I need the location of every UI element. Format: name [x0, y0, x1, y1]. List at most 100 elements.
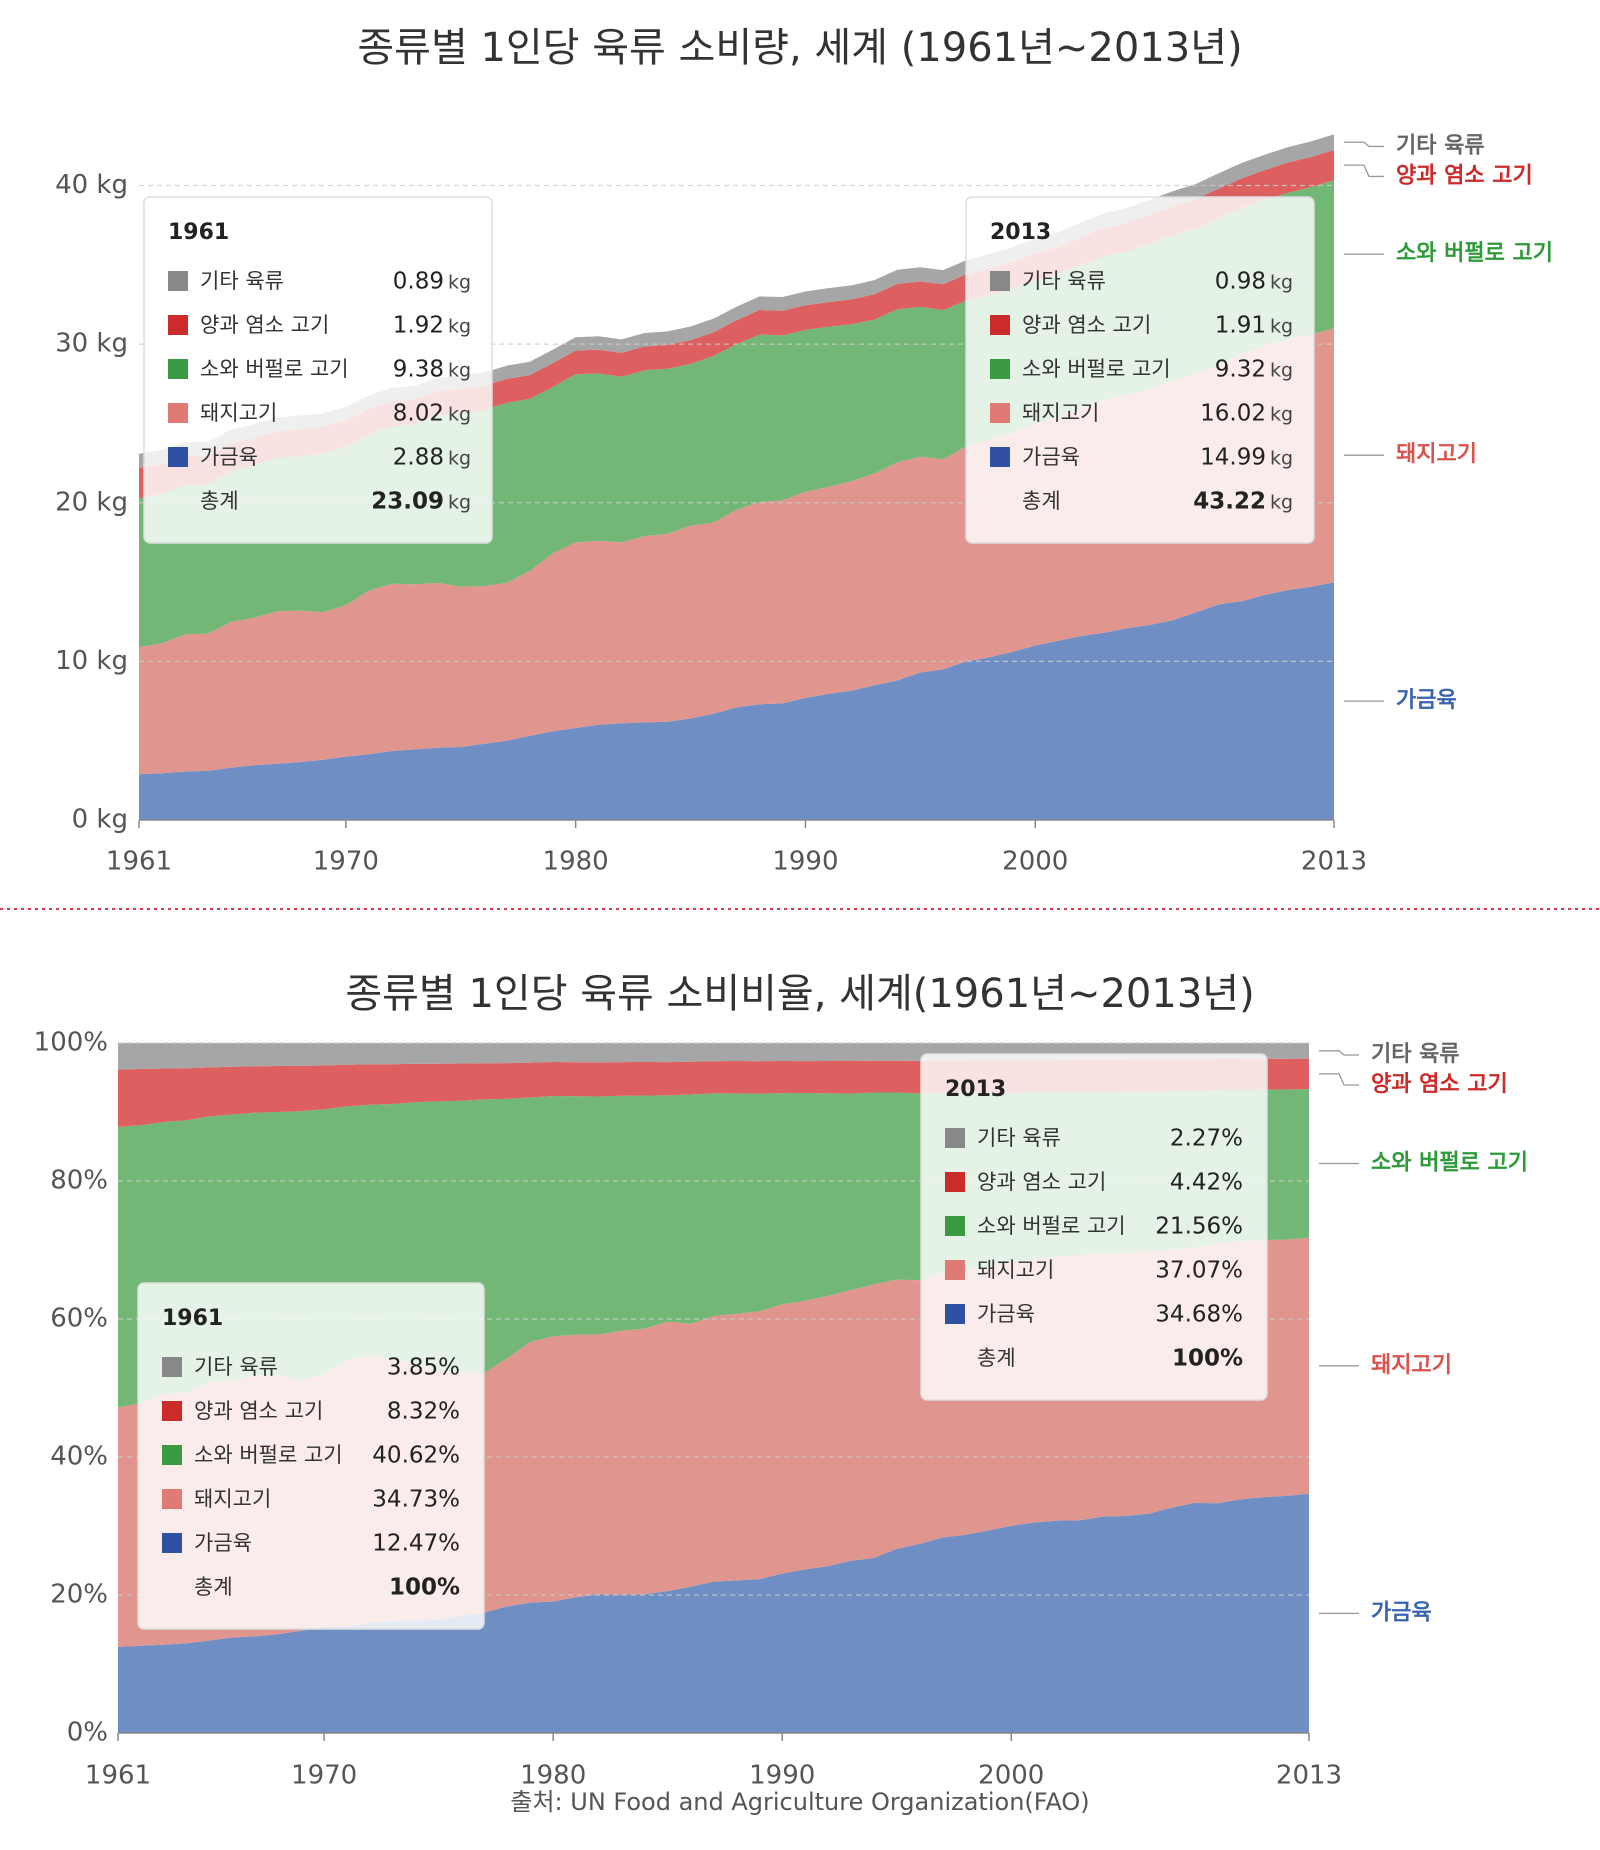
leader-line [1344, 164, 1384, 178]
legend-swatch-pig [162, 1489, 182, 1509]
series-label-other: 기타 육류 [1396, 133, 1485, 158]
area-other [118, 1043, 1309, 1070]
legend-label: 기타 육류 [194, 1355, 278, 1379]
legend-label: 소와 버펄로 고기 [977, 1214, 1126, 1238]
legend-value: 12.47% [372, 1531, 460, 1557]
legend-unit: kg [1270, 272, 1293, 294]
legend-unit: kg [448, 272, 471, 294]
summary-box-panel [143, 196, 493, 544]
total-unit: kg [448, 492, 471, 514]
legend-label: 돼지고기 [977, 1258, 1054, 1282]
leader-line [1319, 1073, 1359, 1086]
x-tick-label: 1961 [85, 1761, 151, 1791]
legend-swatch-poultry [945, 1304, 965, 1324]
legend-label: 가금육 [977, 1302, 1035, 1326]
legend-swatch-cattle [168, 359, 188, 379]
chart-title: 종류별 1인당 육류 소비량, 세계 (1961년~2013년) [357, 25, 1242, 71]
summary-box-year: 2013 [945, 1077, 1006, 1102]
summary-box-year: 1961 [162, 1306, 223, 1331]
total-label: 총계 [1022, 489, 1061, 513]
total-label: 총계 [194, 1575, 233, 1599]
y-tick-label: 40% [50, 1442, 108, 1472]
total-value: 100% [389, 1575, 460, 1601]
legend-value: 40.62% [372, 1443, 460, 1469]
y-tick-label: 0% [67, 1718, 108, 1748]
chart-title: 종류별 1인당 육류 소비비율, 세계(1961년~2013년) [345, 971, 1254, 1017]
legend-swatch-sheep-goat [990, 315, 1010, 335]
x-tick-label: 1961 [106, 847, 172, 877]
series-label-pig: 돼지고기 [1396, 442, 1477, 467]
x-tick-label: 2013 [1276, 1761, 1342, 1791]
legend-value: 2.27% [1170, 1126, 1243, 1152]
y-tick-label: 0 kg [72, 805, 128, 835]
series-label-pig: 돼지고기 [1371, 1353, 1452, 1378]
leader-line [1319, 1050, 1359, 1056]
legend-swatch-other [168, 271, 188, 291]
series-label-poultry: 가금육 [1396, 688, 1457, 713]
legend-value: 9.32 [1215, 357, 1266, 383]
legend-unit: kg [448, 360, 471, 382]
legend-label: 가금육 [194, 1531, 252, 1555]
y-tick-label: 80% [50, 1166, 108, 1196]
total-label: 총계 [977, 1346, 1016, 1370]
series-label-poultry: 가금육 [1371, 1600, 1432, 1625]
area-poultry [118, 1493, 1309, 1733]
y-tick-label: 30 kg [55, 329, 128, 359]
summary-box-year: 1961 [168, 220, 229, 245]
y-tick-label: 20% [50, 1580, 108, 1610]
legend-value: 1.92 [393, 313, 444, 339]
y-tick-label: 20 kg [55, 487, 128, 517]
summary-box-panel [137, 1282, 485, 1630]
legend-label: 가금육 [200, 445, 258, 469]
y-tick-label: 10 kg [55, 646, 128, 676]
legend-swatch-poultry [990, 447, 1010, 467]
legend-value: 8.32% [387, 1399, 460, 1425]
x-tick-label: 1970 [291, 1761, 357, 1791]
legend-unit: kg [1270, 448, 1293, 470]
x-tick-label: 2000 [978, 1761, 1044, 1791]
legend-unit: kg [1270, 316, 1293, 338]
legend-label: 양과 염소 고기 [977, 1170, 1106, 1194]
legend-label: 돼지고기 [1022, 401, 1099, 425]
x-tick-label: 1990 [749, 1761, 815, 1791]
legend-swatch-poultry [162, 1533, 182, 1553]
legend-value: 16.02 [1200, 401, 1266, 427]
legend-swatch-poultry [168, 447, 188, 467]
x-tick-label: 1970 [313, 847, 379, 877]
legend-value: 4.42% [1170, 1170, 1243, 1196]
x-tick-label: 1990 [772, 847, 838, 877]
total-unit: kg [1270, 492, 1293, 514]
area-poultry [139, 582, 1334, 820]
legend-value: 2.88 [393, 445, 444, 471]
legend-value: 3.85% [387, 1355, 460, 1381]
legend-swatch-pig [945, 1260, 965, 1280]
summary-box-year: 2013 [990, 220, 1051, 245]
legend-label: 소와 버펄로 고기 [194, 1443, 343, 1467]
legend-value: 0.89 [393, 269, 444, 295]
legend-value: 0.98 [1215, 269, 1266, 295]
summary-box-2013: 2013 기타 육류 2.27% 양과 염소 고기 4.42% 소와 버펄로 고기 21.5… [920, 1053, 1268, 1401]
legend-swatch-other [945, 1128, 965, 1148]
series-label-sheep-goat: 양과 염소 고기 [1396, 163, 1533, 188]
series-label-other: 기타 육류 [1371, 1042, 1460, 1067]
legend-label: 양과 염소 고기 [200, 313, 329, 337]
legend-unit: kg [1270, 360, 1293, 382]
leader-line [1344, 141, 1384, 148]
legend-label: 소와 버펄로 고기 [200, 357, 349, 381]
series-label-sheep-goat: 양과 염소 고기 [1371, 1072, 1508, 1097]
legend-value: 14.99 [1200, 445, 1266, 471]
legend-value: 21.56% [1155, 1214, 1243, 1240]
legend-swatch-sheep-goat [168, 315, 188, 335]
x-tick-label: 1980 [543, 847, 609, 877]
legend-unit: kg [448, 404, 471, 426]
series-label-cattle: 소와 버펄로 고기 [1396, 241, 1553, 266]
legend-value: 9.38 [393, 357, 444, 383]
summary-box-panel [965, 196, 1315, 544]
legend-label: 가금육 [1022, 445, 1080, 469]
legend-swatch-cattle [990, 359, 1010, 379]
legend-swatch-other [162, 1357, 182, 1377]
